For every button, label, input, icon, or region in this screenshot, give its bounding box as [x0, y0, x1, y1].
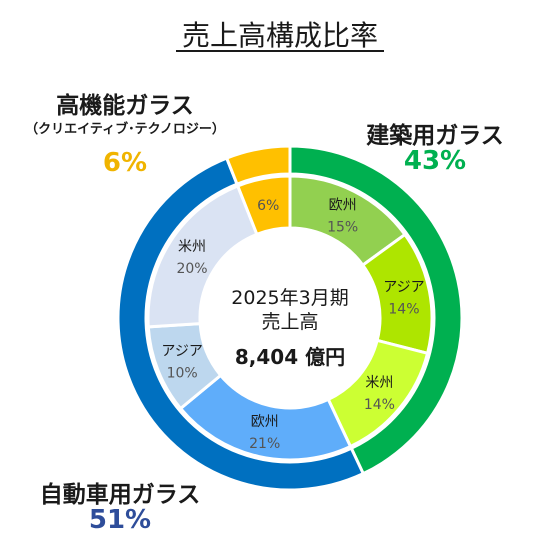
title-underline — [176, 50, 384, 52]
inner-segment-4-value: 10% — [167, 366, 198, 382]
inner-segment-2-value: 14% — [364, 397, 395, 413]
inner-segment-1-value: 14% — [388, 301, 419, 317]
inner-segment-4-name: アジア — [161, 344, 202, 360]
center-total: 8,404 億円 — [234, 345, 346, 369]
label-automotive-glass: 自動車用ガラス — [39, 482, 201, 508]
value-high-performance-glass: 6% — [102, 148, 148, 178]
inner-segment-1-name: アジア — [383, 279, 424, 295]
inner-segment-6-value: 6% — [257, 198, 279, 214]
inner-segment-5-value: 20% — [176, 261, 207, 277]
inner-segment-0-value: 15% — [327, 220, 358, 236]
center-revenue-label: 売上高 — [261, 311, 319, 333]
value-automotive-glass: 51% — [88, 505, 152, 535]
center-period: 2025年3月期 — [231, 287, 349, 309]
inner-segment-3-name: 欧州 — [251, 414, 279, 430]
inner-segment-0-name: 欧州 — [329, 198, 357, 214]
inner-segment-3-value: 21% — [249, 436, 280, 452]
value-architectural-glass: 43% — [403, 146, 467, 176]
label-high-performance-glass: 高機能ガラス — [56, 93, 194, 119]
inner-segment-5-name: 米州 — [178, 239, 206, 255]
chart-title: 売上高構成比率 — [181, 19, 378, 52]
outer-segment-2 — [224, 144, 292, 187]
label-architectural-glass: 建築用ガラス — [366, 123, 504, 149]
inner-segment-2-name: 米州 — [365, 375, 393, 391]
inner-segment-6 — [235, 174, 292, 237]
subtitle-high-performance-glass: （クリエイティブ･テクノロジー） — [25, 122, 225, 137]
